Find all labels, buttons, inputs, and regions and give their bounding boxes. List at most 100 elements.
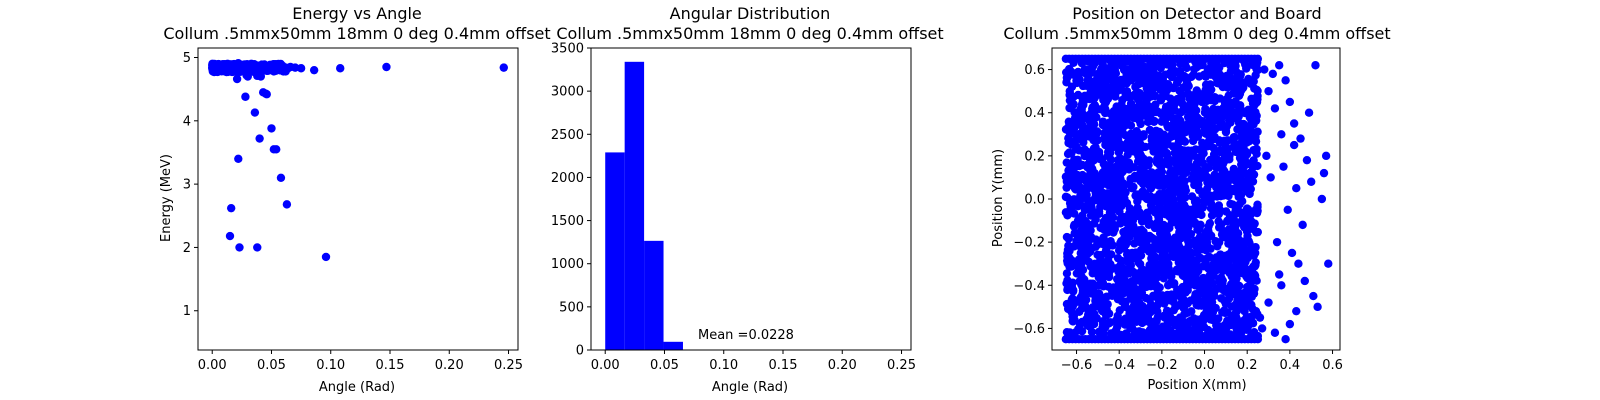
data-point — [1163, 281, 1173, 290]
data-point — [1137, 288, 1147, 297]
data-point — [1135, 236, 1144, 246]
data-point — [1071, 185, 1080, 194]
data-point — [1216, 70, 1225, 80]
data-point — [1199, 197, 1209, 207]
data-point — [1170, 142, 1180, 151]
data-point — [1092, 127, 1102, 137]
data-point — [1139, 111, 1149, 120]
x-axis-label: Position X(mm) — [1147, 378, 1246, 393]
data-point — [1233, 229, 1243, 238]
data-point — [1163, 290, 1172, 300]
data-point — [1201, 104, 1210, 113]
data-point — [1191, 269, 1201, 278]
data-point — [1204, 227, 1213, 237]
data-point — [1108, 138, 1117, 148]
x-tick-label: 0.15 — [376, 358, 405, 373]
data-point — [1099, 217, 1108, 227]
data-point — [1200, 187, 1210, 197]
data-point — [1186, 108, 1196, 118]
data-point — [1289, 119, 1299, 128]
data-point — [1190, 204, 1200, 213]
data-point — [262, 90, 271, 99]
data-point — [1163, 318, 1172, 327]
data-point — [1144, 84, 1153, 93]
data-point — [1245, 189, 1254, 199]
y-tick-label: 2000 — [551, 171, 584, 186]
x-tick-label: 0.05 — [257, 358, 286, 373]
data-point — [1109, 184, 1118, 193]
data-point — [1065, 148, 1074, 157]
y-tick-label: 1500 — [551, 214, 584, 229]
data-point — [1163, 205, 1172, 214]
data-point — [1219, 254, 1228, 263]
data-point — [1128, 324, 1138, 334]
histogram-bar — [644, 240, 664, 350]
data-point — [1159, 263, 1168, 272]
data-point — [1210, 327, 1220, 336]
data-point — [1239, 208, 1248, 217]
data-point — [1089, 283, 1098, 292]
data-point — [1185, 250, 1194, 259]
data-point — [1062, 269, 1072, 278]
y-tick-label: 500 — [559, 300, 584, 315]
y-tick-label: 1000 — [551, 257, 584, 272]
data-point — [1237, 79, 1246, 88]
data-point — [1307, 177, 1316, 186]
y-tick-label: −0.6 — [1013, 322, 1045, 337]
data-point — [1175, 97, 1184, 107]
y-tick-label: 0.0 — [1024, 193, 1045, 208]
data-point — [1169, 120, 1178, 129]
data-point — [1070, 155, 1079, 165]
data-point — [1255, 313, 1265, 322]
data-point — [1223, 216, 1232, 225]
data-point — [1206, 80, 1215, 89]
data-point — [1110, 287, 1120, 296]
data-point — [1103, 228, 1112, 237]
data-point — [1179, 83, 1188, 92]
data-point — [1206, 175, 1215, 185]
data-point — [1215, 276, 1224, 285]
data-point — [1193, 160, 1202, 169]
data-point — [1247, 116, 1256, 125]
data-point — [1157, 162, 1166, 171]
data-point — [1298, 220, 1307, 230]
data-point — [1065, 262, 1074, 271]
data-point — [1106, 109, 1115, 118]
data-point — [1191, 257, 1200, 267]
chart-title: Energy vs Angle — [292, 4, 422, 23]
data-point — [1119, 280, 1128, 289]
data-point — [1235, 318, 1244, 328]
plot-area — [590, 47, 912, 351]
data-point — [1283, 205, 1292, 214]
data-point — [1127, 184, 1137, 193]
data-point — [1104, 72, 1113, 81]
data-point — [1167, 269, 1176, 278]
data-point — [1251, 307, 1260, 316]
data-point — [1243, 267, 1252, 276]
y-tick-label: −0.2 — [1013, 236, 1045, 251]
data-point — [1079, 292, 1089, 301]
data-point — [1156, 63, 1165, 73]
data-point — [1126, 174, 1135, 184]
data-point — [1091, 296, 1100, 306]
data-point — [1251, 243, 1260, 252]
y-tick-label: 0 — [576, 344, 584, 359]
data-point — [1179, 213, 1188, 222]
data-point — [1317, 194, 1327, 204]
data-point — [1084, 319, 1093, 328]
data-point — [1145, 156, 1154, 165]
y-tick-label: 2 — [183, 241, 191, 256]
data-point — [1272, 237, 1282, 247]
x-tick-label: 0.20 — [828, 358, 857, 373]
data-point — [267, 124, 276, 133]
data-point — [1095, 154, 1104, 164]
data-point — [1107, 250, 1116, 259]
data-point — [1281, 76, 1290, 85]
data-point — [1124, 305, 1134, 314]
data-point — [1216, 119, 1226, 128]
data-point — [1126, 66, 1136, 75]
data-point — [1214, 172, 1223, 182]
data-point — [1264, 86, 1273, 96]
x-tick-label: 0.00 — [591, 358, 620, 373]
data-point — [1296, 134, 1305, 143]
